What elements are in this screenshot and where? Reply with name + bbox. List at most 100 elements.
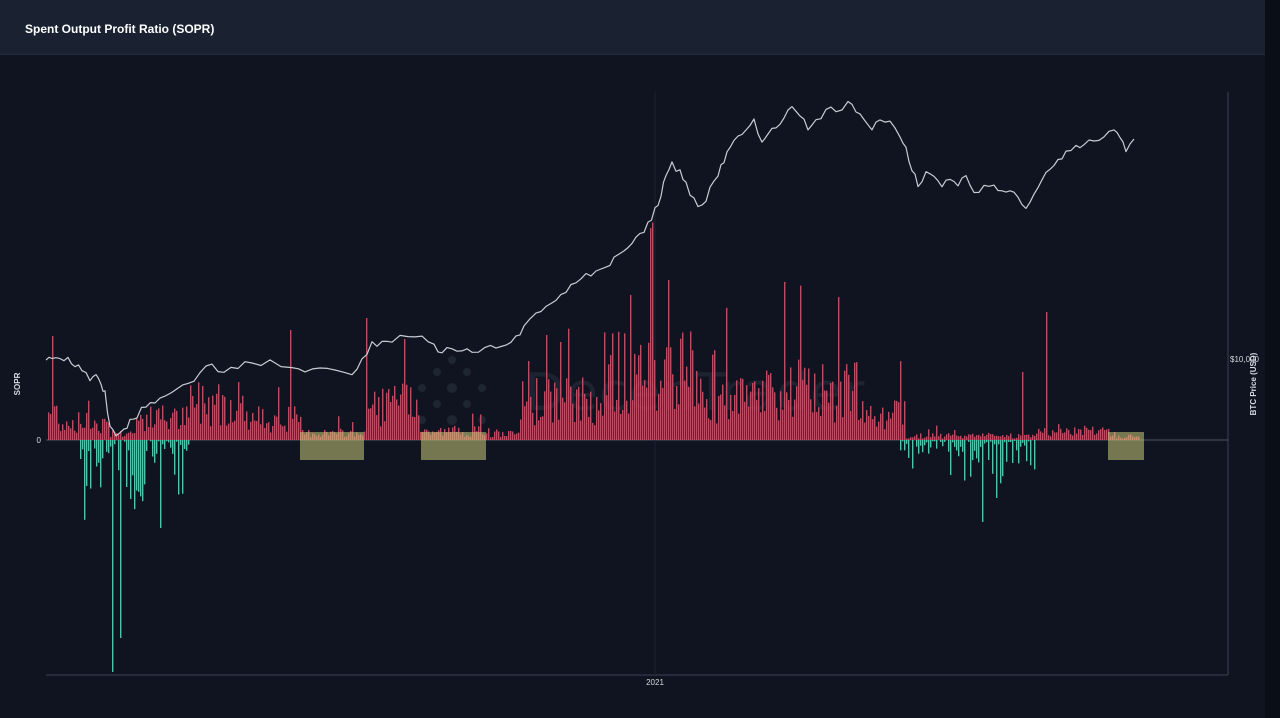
sopr-bar — [638, 355, 640, 440]
sopr-bar — [364, 431, 366, 440]
sopr-bar — [704, 407, 706, 440]
sopr-bar — [996, 440, 998, 498]
sopr-bar — [930, 440, 932, 448]
sopr-bar — [944, 440, 946, 442]
sopr-bar — [788, 399, 790, 440]
sopr-bar — [984, 440, 986, 444]
sopr-bar — [1004, 437, 1006, 440]
sopr-bar — [404, 338, 406, 440]
sopr-bar — [266, 423, 268, 440]
sopr-bar — [242, 395, 244, 440]
sopr-bar — [112, 430, 114, 440]
sopr-bar — [960, 435, 962, 440]
sopr-bar — [750, 391, 752, 440]
sopr-bar — [1084, 425, 1086, 440]
sopr-bar — [576, 389, 578, 440]
sopr-bar — [152, 427, 154, 440]
sopr-bar — [1012, 440, 1014, 463]
sopr-bar — [556, 388, 558, 440]
sopr-bar — [52, 336, 54, 440]
sopr-bar — [200, 423, 202, 440]
sopr-bar — [244, 420, 246, 440]
sopr-bar — [934, 440, 936, 442]
sopr-bar — [146, 414, 148, 440]
sopr-bar — [578, 386, 580, 440]
sopr-bar — [714, 350, 716, 440]
sopr-bar — [816, 412, 818, 440]
sopr-bar — [646, 387, 648, 440]
sopr-bar — [216, 393, 218, 440]
sopr-bar — [678, 404, 680, 440]
sopr-bar — [1032, 434, 1034, 440]
sopr-bar — [502, 432, 504, 440]
sopr-bar — [1026, 440, 1028, 462]
sopr-bar — [366, 318, 368, 440]
sopr-bar — [820, 415, 822, 440]
sopr-bar — [396, 399, 398, 440]
sopr-bar — [80, 423, 82, 440]
sopr-bar — [554, 382, 556, 440]
sopr-bar — [710, 420, 712, 440]
sopr-bar — [234, 420, 236, 440]
sopr-bar — [530, 396, 532, 440]
sopr-bar — [736, 380, 738, 440]
sopr-bar — [82, 440, 84, 450]
sopr-bar — [858, 420, 860, 440]
sopr-bar — [1026, 434, 1028, 440]
sopr-bar — [152, 440, 154, 457]
sopr-bar — [746, 385, 748, 440]
sopr-bar — [1000, 436, 1002, 440]
sopr-bar — [154, 424, 156, 440]
sopr-bar — [186, 440, 188, 451]
sopr-bar — [866, 410, 868, 440]
sopr-bar — [124, 435, 126, 440]
sopr-bar — [1068, 430, 1070, 440]
sopr-bar — [140, 414, 142, 440]
sopr-bar — [1046, 312, 1048, 440]
sopr-bar — [594, 425, 596, 440]
sopr-bar — [94, 420, 96, 440]
sopr-bar — [652, 222, 654, 440]
sopr-bar — [338, 416, 340, 440]
sopr-bar — [1030, 440, 1032, 466]
sopr-bar — [1090, 430, 1092, 440]
sopr-bar — [918, 440, 920, 454]
sopr-bar — [208, 397, 210, 440]
sopr-bar — [1002, 440, 1004, 477]
sopr-bar — [206, 414, 208, 440]
sopr-bar — [1050, 436, 1052, 440]
sopr-bar — [818, 407, 820, 440]
sopr-bar — [1086, 427, 1088, 440]
sopr-bar — [916, 440, 918, 447]
sopr-bar — [1064, 432, 1066, 440]
sopr-bar — [782, 409, 784, 440]
sopr-bar — [890, 418, 892, 440]
sopr-bar — [1080, 429, 1082, 440]
sopr-bar — [982, 433, 984, 440]
sopr-bar — [936, 440, 938, 449]
sopr-bar — [178, 440, 180, 495]
sopr-bar — [220, 425, 222, 440]
sopr-bar — [110, 440, 112, 447]
sopr-bar — [110, 436, 112, 440]
sopr-bar — [952, 440, 954, 443]
sopr-bar — [132, 440, 134, 476]
sopr-bar — [352, 422, 354, 440]
sopr-bar — [228, 423, 230, 440]
y-axis-label: SOPR — [13, 372, 22, 395]
sopr-bar — [688, 386, 690, 440]
sopr-bar — [168, 440, 170, 443]
sopr-bar — [280, 424, 282, 440]
sopr-bar — [600, 403, 602, 440]
sopr-bar — [720, 394, 722, 440]
sopr-bar — [168, 429, 170, 440]
sopr-bar — [1060, 428, 1062, 440]
sopr-bar — [864, 422, 866, 440]
sopr-bar — [388, 388, 390, 440]
sopr-bar — [154, 440, 156, 463]
sopr-bar — [694, 406, 696, 440]
sopr-bar — [534, 425, 536, 440]
sopr-bar — [970, 440, 972, 477]
sopr-bar — [770, 373, 772, 440]
chart-area: DecenTrader 2021 0 $10,000 SOPR BTC Price (U… — [0, 55, 1265, 718]
